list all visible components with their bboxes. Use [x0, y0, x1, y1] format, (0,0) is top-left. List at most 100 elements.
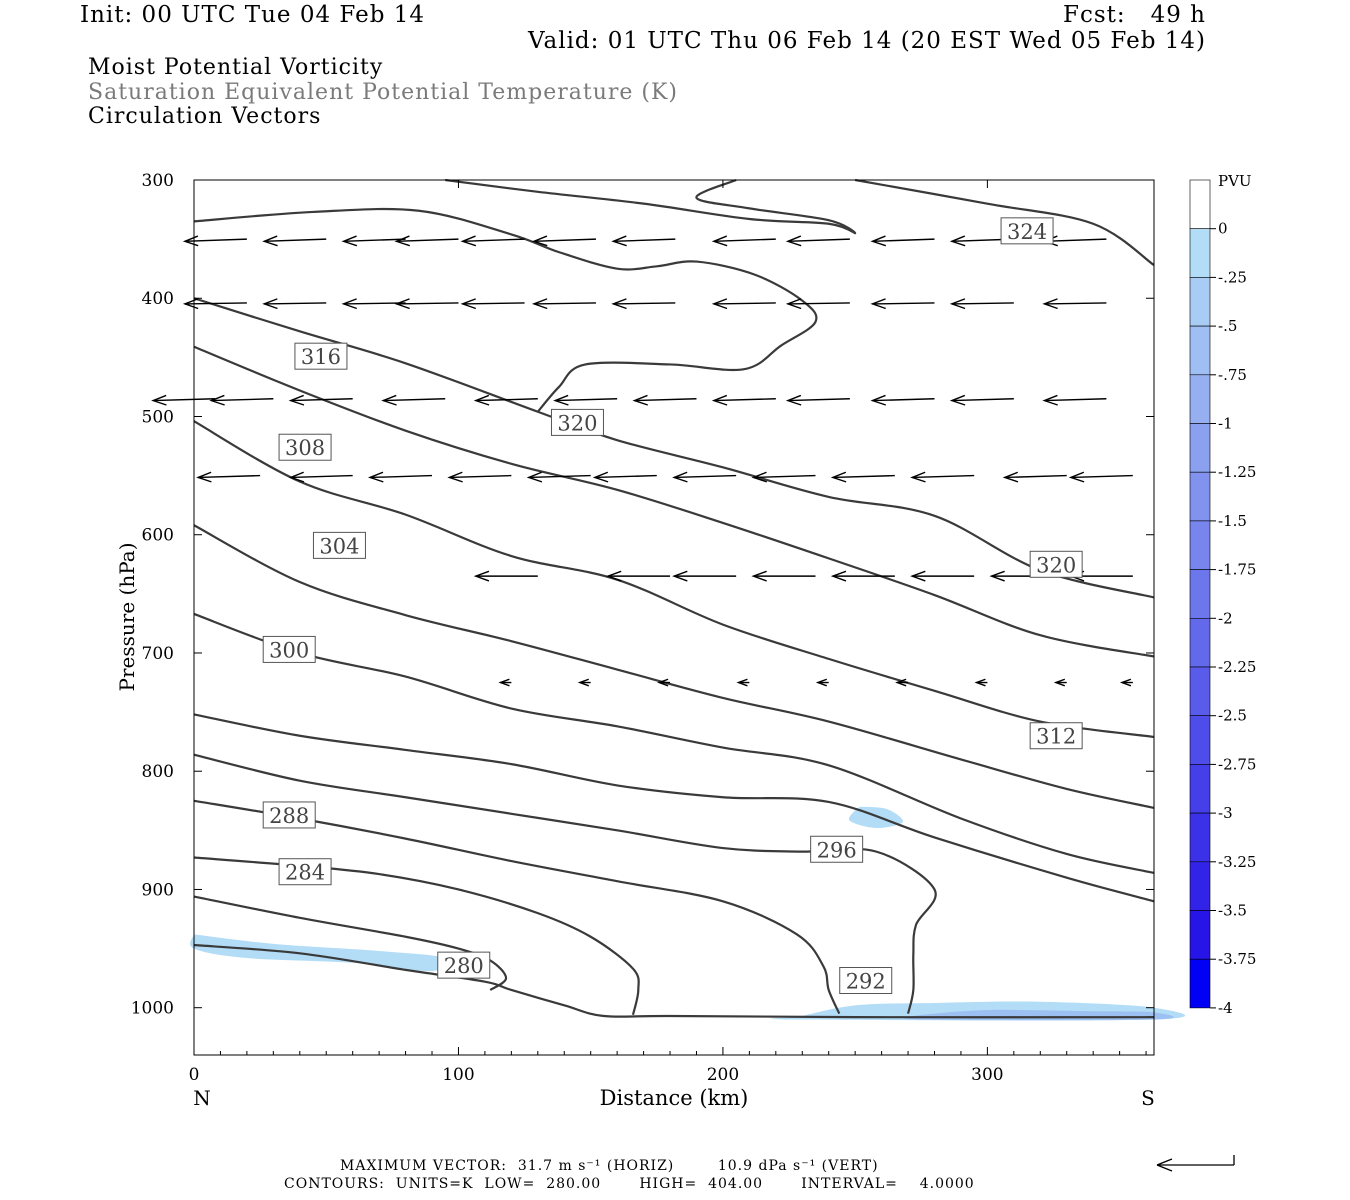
circulation-vector [711, 394, 776, 406]
contour-label-text: 296 [817, 838, 857, 862]
circulation-vector [288, 471, 353, 483]
vector-head [751, 570, 767, 582]
vector-head [611, 298, 627, 310]
vector-head [611, 235, 627, 247]
contour-label-box [294, 342, 348, 370]
vector-shaft [787, 302, 850, 305]
vector-head [895, 678, 907, 687]
vector-head [815, 678, 828, 687]
colorbar-label: 0 [1218, 220, 1228, 238]
contour-292-3 [193, 799, 841, 1015]
contour-324-12 [445, 178, 857, 235]
circulation-vector [949, 298, 1014, 310]
vector-head [262, 298, 278, 310]
vector-shaft [533, 238, 597, 243]
valid-time: Valid: 01 UTC Thu 06 Feb 14 (20 EST Wed … [528, 28, 1207, 54]
vector-shaft [528, 474, 591, 479]
colorbar-swatch [1189, 423, 1211, 473]
vector-shaft [1004, 474, 1067, 479]
circulation-vectors-layer [151, 235, 1133, 687]
circulation-vector [209, 394, 274, 406]
colorbar-swatch [1189, 764, 1211, 814]
vector-head [473, 570, 490, 582]
contour-label-text: 320 [557, 411, 597, 435]
circulation-vector [473, 570, 538, 582]
contour-label-text: 292 [846, 970, 886, 994]
vector-head [785, 394, 802, 406]
vector-head [949, 235, 966, 247]
vector-head [711, 298, 728, 310]
contour-label-text: 324 [1007, 220, 1047, 244]
circulation-vector [394, 235, 459, 247]
circulation-vector [196, 471, 261, 483]
vector-head [1068, 471, 1085, 483]
field-name-theta-es: Saturation Equivalent Potential Temperat… [88, 80, 678, 105]
vector-head [1002, 471, 1019, 483]
contour-label-312: 312 [1029, 722, 1083, 750]
vector-head [196, 471, 212, 483]
contour-304-6 [193, 612, 1155, 874]
circulation-vector [553, 394, 618, 406]
vector-head [367, 471, 384, 483]
circulation-vector [531, 298, 596, 310]
contour-320-10 [193, 297, 1155, 599]
colorbar-swatch [1189, 958, 1211, 1009]
vector-shaft [634, 398, 697, 402]
x-axis-right-end: S [1141, 1086, 1155, 1110]
theta-contours-layer [193, 178, 1155, 1019]
vector-shaft [449, 474, 512, 479]
vector-head [381, 394, 397, 406]
colorbar-label: -2 [1218, 609, 1233, 627]
vector-head [1042, 394, 1058, 406]
vector-head [910, 570, 926, 582]
contour-label-box [1029, 722, 1083, 750]
circulation-vector [151, 394, 216, 406]
colorbar-label: -2.75 [1218, 755, 1256, 773]
contour-320-11 [193, 207, 818, 413]
circulation-vector [815, 678, 829, 687]
vector-head [526, 471, 543, 483]
circulation-vector [592, 471, 657, 483]
vector-head [672, 570, 688, 582]
vector-shaft [533, 302, 596, 305]
init-time: Init: 00 UTC Tue 04 Feb 14 [80, 2, 426, 28]
colorbar-title: PVU [1218, 172, 1252, 190]
circulation-vector [1068, 471, 1133, 483]
contour-label-box [550, 408, 604, 436]
vector-head [394, 235, 410, 247]
vector-shaft [343, 238, 406, 243]
colorbar-swatch [1189, 715, 1211, 765]
contour-label-316: 316 [294, 342, 348, 370]
circulation-vector [949, 394, 1014, 406]
y-tick-label: 600 [142, 526, 174, 546]
y-tick-label: 500 [142, 407, 174, 427]
y-tick-label: 400 [142, 289, 174, 309]
vector-head [830, 471, 847, 483]
contour-label-text: 300 [269, 638, 309, 662]
circulation-vector [1002, 471, 1067, 483]
contour-info-text: CONTOURS: UNITS=K LOW= 280.00 HIGH= 404.… [284, 1176, 975, 1192]
colorbar-swatch [1189, 179, 1211, 230]
vector-shaft [753, 474, 816, 479]
vector-shaft [184, 302, 247, 305]
vector-head [949, 394, 966, 406]
contour-label-box [278, 858, 332, 886]
circulation-vector [367, 471, 433, 483]
vector-shaft [184, 238, 247, 243]
vector-shaft [787, 398, 850, 402]
pv-shade-region-0 [190, 934, 450, 972]
circulation-vector [711, 298, 776, 310]
contour-label-text: 304 [319, 534, 359, 558]
colorbar: PVU 0 -.25 -.5 -.75 -1 -1.25 -1.5 -1.75 -2 -2.25 -… [1189, 172, 1256, 1017]
circulation-vector [460, 235, 525, 247]
vector-shaft [951, 398, 1014, 402]
contour-280-0 [193, 943, 1155, 1019]
contour-labels-layer: 280 284 288 292 296 300 304 308 312 316 320 320 324 [262, 217, 1083, 995]
circulation-vector [672, 471, 737, 483]
circulation-vector [657, 678, 671, 687]
colorbar-swatch [1189, 569, 1211, 619]
circulation-vector [974, 678, 988, 687]
max-vector-text: MAXIMUM VECTOR: 31.7 m s⁻¹ (HORIZ) 10.9 … [340, 1158, 879, 1174]
vector-head [341, 298, 358, 310]
circulation-vector [672, 570, 737, 582]
